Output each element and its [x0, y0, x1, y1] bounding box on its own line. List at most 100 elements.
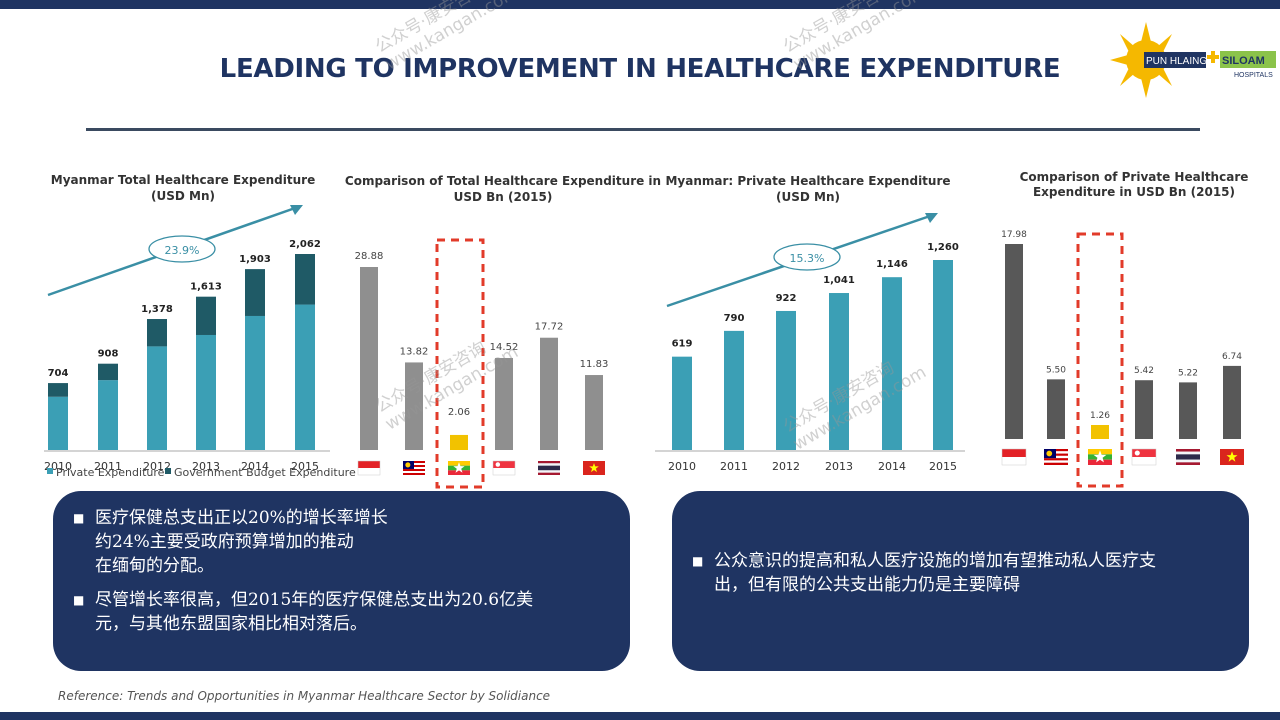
bar-government-2010 [48, 383, 68, 397]
bar-myanmar [1091, 425, 1109, 439]
bar-value-label: 6.74 [1222, 352, 1242, 362]
bullet-line: 约24%主要受政府预算增加的推动 [95, 532, 354, 552]
growth-label: 15.3% [790, 252, 825, 265]
logo-text-1: PUN HLAING [1146, 56, 1207, 67]
bar-private-2015 [295, 304, 315, 450]
x-tick-label: 2015 [291, 460, 319, 473]
legend-swatch-government [165, 468, 171, 474]
chart4-title-line2: Expenditure in USD Bn (2015) [1033, 185, 1235, 199]
growth-label: 23.9% [165, 244, 200, 257]
bullet-item: ■ 尽管增长率很高，但2015年的医疗保健总支出为20.6亿美 元，与其他东盟国… [73, 588, 613, 636]
title-divider [86, 128, 1200, 131]
chart4-title-line1: Comparison of Private Healthcare [1020, 170, 1249, 184]
chart-private-comparison: Comparison of Private Healthcare Expendi… [1001, 170, 1249, 488]
bar-value-label: 2.06 [448, 407, 470, 418]
chart-private-expenditure: Myanmar: Private Healthcare Expenditure … [655, 174, 965, 473]
chart1-title-line1: Myanmar Total Healthcare Expenditure [51, 173, 315, 187]
growth-arrow: 23.9% [47, 205, 303, 297]
chart1-legend: Private Expenditure Government Budget Ex… [47, 466, 356, 479]
bar-government-2015 [295, 254, 315, 305]
bullet-line: 公众意识的提高和私人医疗设施的增加有望推动私人医疗支 [714, 551, 1156, 571]
bar-thailand [540, 337, 558, 450]
bar-value-label: 17.98 [1001, 230, 1027, 240]
flag-indonesia-icon [357, 460, 381, 476]
bar-private-2010 [48, 396, 68, 450]
bottom-bar [0, 712, 1280, 720]
bullet-line: 尽管增长率很高，但2015年的医疗保健总支出为20.6亿美 [95, 590, 534, 610]
flag-malaysia-icon [1044, 449, 1068, 465]
bar-private-2013 [196, 334, 216, 450]
highlight-box [1076, 232, 1124, 488]
bar-thailand [1179, 382, 1197, 439]
bullet-item: ■ 公众意识的提高和私人医疗设施的增加有望推动私人医疗支 出，但有限的公共支出能… [692, 549, 1232, 597]
bar-vietnam [585, 375, 603, 450]
flag-thailand-icon [538, 461, 560, 475]
bar-private-2013 [829, 293, 849, 450]
x-tick-label: 2011 [94, 460, 122, 473]
bar-private-2014 [882, 277, 902, 450]
summary-panel-right: ■ 公众意识的提高和私人医疗设施的增加有望推动私人医疗支 出，但有限的公共支出能… [672, 491, 1249, 671]
flag-malaysia-icon [403, 461, 425, 475]
bar-total-label: 2,062 [289, 239, 321, 250]
x-tick-label: 2014 [878, 460, 906, 473]
bar-myanmar [450, 434, 468, 450]
bar-value-label: 1.26 [1090, 411, 1110, 421]
bar-government-2014 [245, 269, 265, 316]
flag-indonesia-icon [1001, 448, 1027, 466]
bar-vietnam [1223, 365, 1241, 439]
bar-total-label: 1,378 [141, 304, 173, 315]
bar-private-2011 [98, 380, 118, 450]
bar-value-label: 17.72 [535, 322, 564, 333]
bar-private-2014 [245, 315, 265, 450]
bar-value-label: 13.82 [400, 346, 429, 357]
flag-myanmar-icon [1088, 449, 1112, 465]
bar-singapore [1135, 380, 1153, 439]
x-tick-label: 2014 [241, 460, 269, 473]
bullet-line: 医疗保健总支出正以20%的增长率增长 [95, 508, 388, 528]
chart3-title-line2: (USD Mn) [776, 190, 840, 204]
flag-singapore-icon [1131, 448, 1157, 466]
bar-value-label: 1,146 [876, 259, 908, 270]
chart2-title-line1: Comparison of Total Healthcare Expenditu… [345, 174, 661, 188]
flag-singapore-icon [492, 460, 516, 476]
bullet-item: ■ 医疗保健总支出正以20%的增长率增长 约24%主要受政府预算增加的推动 在缅… [73, 506, 613, 578]
chart2-title-line2: USD Bn (2015) [454, 190, 553, 204]
flag-thailand-icon [1176, 449, 1200, 465]
bar-private-2010 [672, 356, 692, 450]
x-tick-label: 2012 [772, 460, 800, 473]
bar-value-label: 790 [724, 313, 745, 324]
flag-myanmar-icon [448, 461, 470, 475]
bar-private-2012 [147, 346, 167, 450]
summary-panel-left: ■ 医疗保健总支出正以20%的增长率增长 约24%主要受政府预算增加的推动 在缅… [53, 491, 630, 671]
growth-arrow: 15.3% [666, 213, 938, 308]
x-tick-label: 2015 [929, 460, 957, 473]
chart3-title-line1: Myanmar: Private Healthcare Expenditure [665, 174, 950, 188]
bar-indonesia [1005, 244, 1023, 439]
bar-malaysia [405, 362, 423, 450]
x-tick-label: 2013 [192, 460, 220, 473]
x-tick-label: 2012 [143, 460, 171, 473]
bar-value-label: 28.88 [355, 251, 384, 262]
legend-swatch-private [47, 468, 53, 474]
top-bar [0, 0, 1280, 9]
bar-value-label: 5.42 [1134, 366, 1154, 376]
bar-total-label: 1,613 [190, 282, 222, 293]
bar-singapore [495, 357, 513, 450]
reference-note: Reference: Trends and Opportunities in M… [58, 689, 551, 703]
bar-private-2015 [933, 260, 953, 450]
chart-total-comparison: Comparison of Total Healthcare Expenditu… [345, 174, 661, 489]
flag-vietnam-icon [1220, 449, 1244, 465]
company-logo: PUN HLAING SILOAM HOSPITALS [1110, 22, 1276, 98]
bar-private-2012 [776, 310, 796, 450]
logo-text-2: SILOAM [1222, 55, 1265, 67]
x-tick-label: 2011 [720, 460, 748, 473]
bar-government-2013 [196, 296, 216, 335]
chart-total-expenditure: Myanmar Total Healthcare Expenditure (US… [44, 173, 356, 479]
highlight-box [435, 238, 485, 489]
bar-value-label: 11.83 [580, 359, 609, 370]
bar-total-label: 1,903 [239, 254, 271, 265]
flag-vietnam-icon [583, 461, 605, 475]
bar-private-2011 [724, 330, 744, 450]
bar-value-label: 14.52 [490, 342, 519, 353]
bar-total-label: 908 [98, 349, 119, 360]
